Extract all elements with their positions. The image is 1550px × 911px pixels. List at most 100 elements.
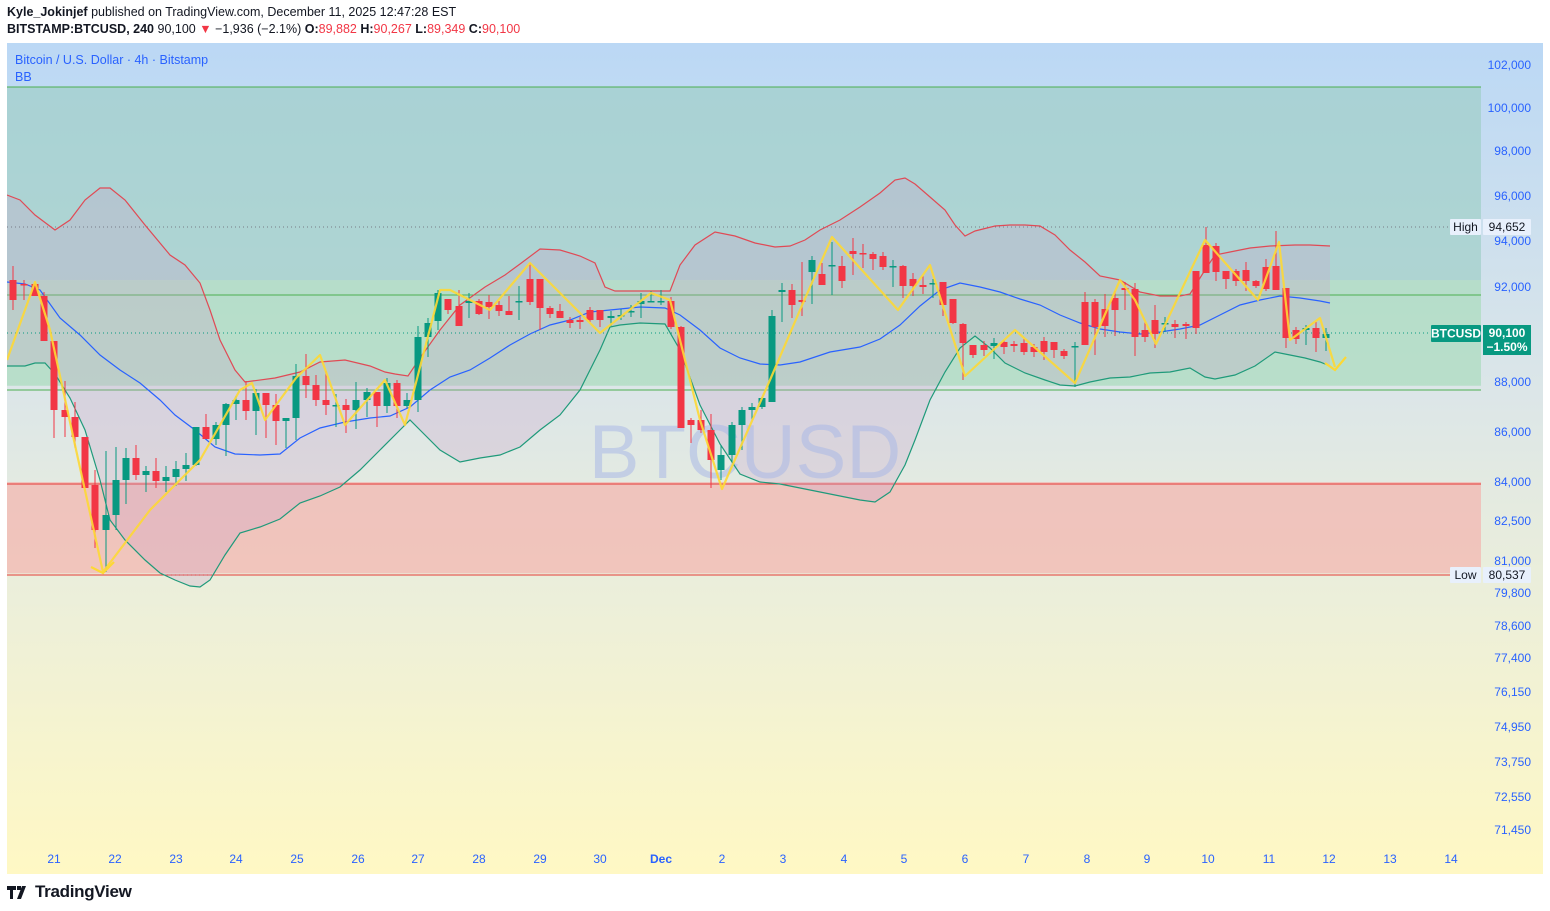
- high-value: 90,267: [373, 22, 412, 36]
- candle-body: [1171, 324, 1179, 327]
- candle-body: [1101, 309, 1109, 326]
- candle: [455, 290, 463, 326]
- high-label: H:: [360, 22, 374, 36]
- candle-body: [292, 376, 300, 418]
- candle: [152, 458, 160, 488]
- x-axis-tick: 25: [290, 852, 304, 866]
- candle-body: [475, 301, 483, 314]
- x-axis-tick: 13: [1383, 852, 1397, 866]
- x-axis-tick: 3: [780, 852, 787, 866]
- candle-body: [556, 311, 564, 318]
- candle-body: [363, 392, 371, 400]
- y-axis-tick: 96,000: [1494, 189, 1531, 203]
- candle-body: [81, 437, 89, 488]
- candle: [363, 388, 371, 417]
- candle: [828, 242, 836, 295]
- candle: [1131, 283, 1139, 356]
- y-axis-tick: 84,000: [1494, 475, 1531, 489]
- candle: [818, 263, 826, 285]
- candle: [778, 283, 786, 322]
- candle-body: [312, 385, 320, 400]
- x-axis-tick: 28: [472, 852, 486, 866]
- legend-indicator-bb[interactable]: BB: [15, 70, 32, 84]
- candle: [172, 461, 180, 486]
- candle-body: [536, 279, 544, 308]
- candle-body: [687, 420, 695, 425]
- candle: [919, 276, 927, 294]
- candle-body: [172, 469, 180, 477]
- candle-body: [949, 299, 957, 323]
- candle-body: [566, 320, 574, 323]
- candle: [312, 375, 320, 406]
- candle: [505, 296, 513, 315]
- bb-lower-band: [7, 322, 1331, 588]
- candle-body: [434, 293, 442, 321]
- y-axis-tick: 92,000: [1494, 280, 1531, 294]
- chart-area[interactable]: BTCUSD 102,000 100,000 98,000 96,000 94,000 9…: [7, 43, 1543, 874]
- y-axis-tick: 82,500: [1494, 514, 1531, 528]
- open-label: O:: [304, 22, 319, 36]
- legend-title[interactable]: Bitcoin / U.S. Dollar · 4h · Bitstamp: [15, 53, 209, 67]
- candle-body: [1131, 289, 1139, 337]
- candle-body: [889, 266, 897, 268]
- low-label: L:: [415, 22, 428, 36]
- candle: [596, 310, 604, 327]
- candle-body: [748, 407, 756, 410]
- candle: [132, 445, 140, 480]
- candle-body: [202, 427, 210, 439]
- x-axis-tick: 26: [351, 852, 365, 866]
- candle-body: [990, 343, 998, 346]
- candle: [373, 392, 381, 427]
- candle: [637, 293, 645, 318]
- candle-body: [1121, 288, 1129, 290]
- symbol-info: BITSTAMP:BTCUSD, 240 90,100 ▼ −1,936 (−2…: [7, 22, 520, 36]
- candle: [1212, 243, 1220, 281]
- candle-body: [352, 400, 360, 410]
- candle: [272, 394, 280, 445]
- candlestick-chart[interactable]: BTCUSD 102,000100,00098,00096,00094,0009…: [7, 43, 1543, 874]
- candle-body: [1050, 342, 1058, 350]
- candle-body: [1151, 320, 1159, 334]
- candle: [1312, 322, 1320, 352]
- author-name[interactable]: Kyle_Jokinjef: [7, 5, 88, 19]
- candle-body: [1040, 341, 1048, 352]
- y-axis-tick: 86,000: [1494, 425, 1531, 439]
- candle: [1020, 339, 1028, 355]
- candle-body: [546, 308, 554, 314]
- x-axis-tick: 8: [1084, 852, 1091, 866]
- candle: [899, 265, 907, 298]
- candle-body: [768, 316, 776, 402]
- x-axis-tick: 4: [841, 852, 848, 866]
- down-arrow-icon: ▼: [199, 22, 212, 36]
- candle: [192, 427, 200, 466]
- candle: [1252, 280, 1260, 288]
- candle-body: [788, 290, 796, 305]
- publish-text: published on TradingView.com, December 1…: [91, 5, 457, 19]
- candle-body: [31, 284, 39, 296]
- price-tag-change: −1.50%: [1486, 340, 1527, 354]
- candle: [102, 451, 110, 572]
- zigzag-line: [7, 235, 1337, 574]
- candle: [980, 341, 988, 356]
- candle-body: [596, 310, 604, 320]
- candle: [546, 306, 554, 318]
- candle: [302, 354, 310, 398]
- high-value-bg: [1483, 219, 1531, 235]
- candle-body: [758, 398, 766, 407]
- y-axis-tick: 73,750: [1494, 755, 1531, 769]
- y-axis-tick: 102,000: [1488, 58, 1532, 72]
- x-axis-tick: 14: [1444, 852, 1458, 866]
- candle: [112, 447, 120, 530]
- candle-body: [1192, 271, 1200, 328]
- candle: [566, 317, 574, 328]
- price-tag-value: 90,100: [1489, 326, 1526, 340]
- x-axis-tick: 27: [411, 852, 425, 866]
- candle: [322, 371, 330, 415]
- candle-body: [1030, 347, 1038, 352]
- candle: [40, 292, 48, 341]
- candle-body: [252, 393, 260, 411]
- candle: [1272, 231, 1280, 290]
- candle: [475, 299, 483, 315]
- tradingview-logo[interactable]: TradingView: [7, 882, 132, 902]
- x-axis-tick: 22: [108, 852, 122, 866]
